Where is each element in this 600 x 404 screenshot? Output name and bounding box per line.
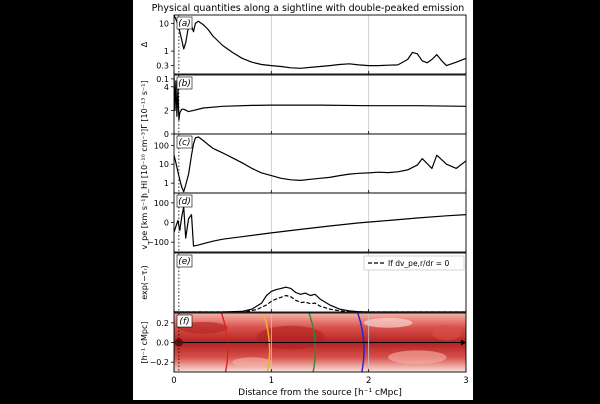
y-tick-label: 10: [159, 19, 169, 28]
map-structure-4: [232, 357, 272, 368]
series-line-0: [174, 206, 466, 247]
panel-b: 0 2 4 (b) Γ [10⁻¹³ s⁻¹]: [140, 74, 467, 139]
series-line-0: [174, 136, 466, 193]
y-tick-label: 0.3: [156, 62, 169, 71]
y-tick-label: 1: [164, 179, 169, 188]
series-line-0: [174, 286, 466, 312]
panel-tag-box: [176, 194, 193, 208]
panel-tag: (b): [178, 79, 191, 89]
y-axis-label: [h⁻¹ cMpc]: [140, 321, 149, 363]
x-tick-label: 3: [463, 376, 468, 386]
panel-tag: (f): [179, 317, 189, 327]
map-structure-2: [388, 350, 447, 365]
x-tick-label: 1: [269, 376, 274, 386]
panel-d: 100 0 −100 (d) v_pe [km s⁻¹]: [140, 192, 467, 253]
x-tick-label: 2: [366, 376, 371, 386]
y-axis-label: v_pe [km s⁻¹]: [140, 195, 149, 249]
panel-tag-box: [176, 314, 193, 328]
x-axis-label: Distance from the source [h⁻¹ cMpc]: [238, 388, 402, 398]
y-tick-label: 0.2: [156, 319, 169, 328]
map-structure-3: [363, 317, 413, 328]
panel-tag: (e): [178, 257, 191, 267]
figure: Physical quantities along a sightline wi…: [133, 0, 473, 400]
y-tick-label: 100: [154, 141, 169, 150]
panel-e: (e) exp(−τᵣ) If dv_pe,r/dr = 0: [140, 252, 467, 313]
chart: Physical quantities along a sightline wi…: [140, 3, 469, 398]
series-line-0: [174, 15, 466, 69]
panel-tag-box: [176, 254, 193, 268]
chart-title: Physical quantities along a sightline wi…: [152, 3, 465, 14]
panel-tag: (c): [179, 138, 191, 148]
panel-tag: (a): [178, 19, 191, 29]
y-axis-label: exp(−τᵣ): [140, 265, 149, 299]
y-tick-label: 2: [164, 106, 169, 115]
series-line-1: [174, 294, 466, 312]
series-line-0: [174, 75, 466, 121]
y-tick-label: 0: [164, 130, 169, 139]
y-tick-label: 1: [164, 47, 169, 56]
y-tick-label: −100: [147, 238, 169, 247]
y-tick-label: 0.0: [156, 339, 169, 348]
panel-tag-box: [176, 16, 193, 30]
y-axis-label: Δ: [140, 41, 149, 47]
y-tick-label: 0.1: [156, 75, 169, 84]
legend-label: If dv_pe,r/dr = 0: [388, 259, 449, 268]
map-structure-5: [431, 324, 462, 341]
y-tick-label: 4: [164, 83, 169, 92]
map-structure-1: [256, 325, 325, 350]
panel-c: 100 10 1 (c) n_HI [10⁻¹⁰ cm⁻³]: [140, 129, 467, 198]
legend-box: [363, 255, 465, 271]
panel-f: 0.2 0.0 −0.2 (f) [h⁻¹ cMpc] 0 1 2 3: [140, 312, 469, 386]
y-axis-label: Γ [10⁻¹³ s⁻¹]: [140, 80, 149, 128]
x-tick-label: 0: [171, 376, 176, 386]
panel-tag-box: [176, 76, 193, 90]
panel-frame: [173, 14, 467, 75]
panel-frame: [173, 133, 467, 194]
panel-tag-box: [176, 135, 193, 149]
panel-frame: [173, 192, 467, 253]
y-tick-label: 0: [164, 219, 169, 228]
y-tick-label: −0.2: [150, 358, 169, 367]
y-axis-label: n_HI [10⁻¹⁰ cm⁻³]: [140, 129, 149, 198]
sightline-arrow: [461, 339, 466, 346]
y-tick-label: 100: [154, 199, 169, 208]
panel-frame: [173, 252, 467, 313]
y-tick-label: 10: [159, 160, 169, 169]
panel-a: 10 1 0.3 0.1 (a) Δ: [140, 14, 467, 84]
panel-tag: (d): [178, 197, 191, 207]
